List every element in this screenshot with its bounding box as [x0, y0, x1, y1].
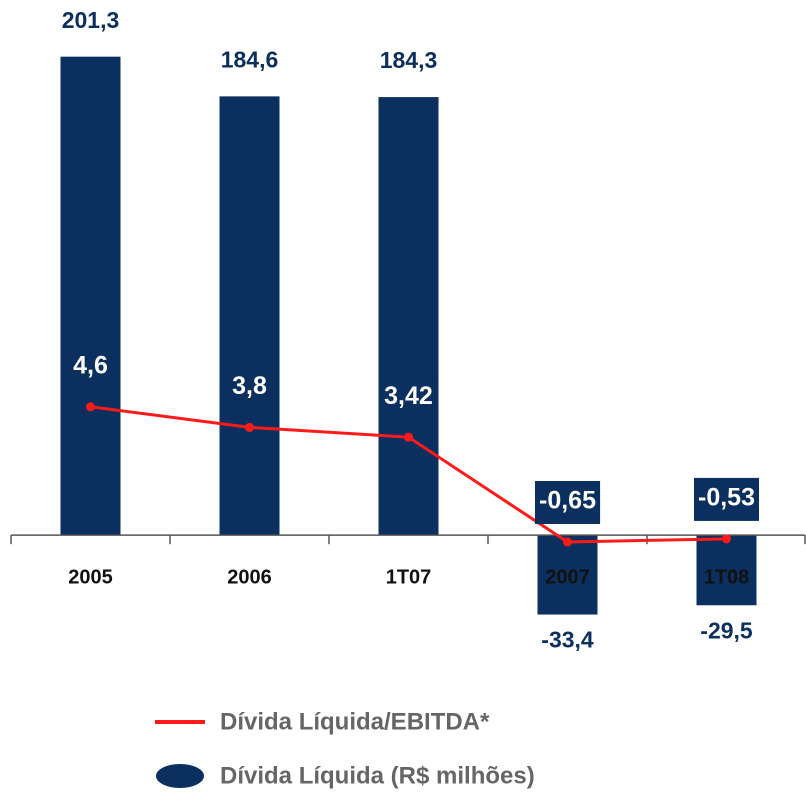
bar [537, 535, 598, 615]
line-value-label: 3,42 [384, 382, 433, 410]
legend-label: Dívida Líquida/EBITDA* [220, 708, 490, 735]
legend-swatch [156, 764, 204, 788]
bar-value-label: 184,3 [380, 47, 438, 73]
bar-value-label: 201,3 [62, 7, 120, 33]
bar [696, 535, 757, 606]
line-label-box [380, 376, 437, 420]
line-value-label: -0,65 [539, 487, 596, 515]
line-point [722, 534, 731, 544]
line-label-box [69, 345, 112, 389]
bar-value-label: -29,5 [700, 617, 753, 643]
line-point [404, 432, 413, 442]
line-value-label: 4,6 [73, 351, 108, 379]
line-point [563, 537, 572, 547]
x-tick-label: 1T08 [704, 566, 750, 588]
bar [378, 97, 439, 536]
bar [219, 96, 280, 536]
bar-value-label: 184,6 [221, 46, 279, 72]
x-tick-label: 1T07 [386, 566, 432, 588]
x-tick-label: 2007 [545, 566, 590, 588]
line-value-label: 3,8 [232, 372, 267, 400]
x-tick-label: 2005 [68, 566, 113, 588]
bar [60, 56, 121, 536]
line-point [86, 402, 95, 412]
line-label-box [228, 366, 271, 410]
bar-value-label: -33,4 [541, 627, 594, 653]
line-label-box [694, 477, 759, 521]
legend-label: Dívida Líquida (R$ milhões) [220, 762, 535, 789]
line-value-label: -0,53 [698, 484, 755, 512]
x-tick-label: 2006 [227, 566, 272, 588]
line-label-box [535, 480, 601, 524]
line-point [245, 422, 254, 432]
